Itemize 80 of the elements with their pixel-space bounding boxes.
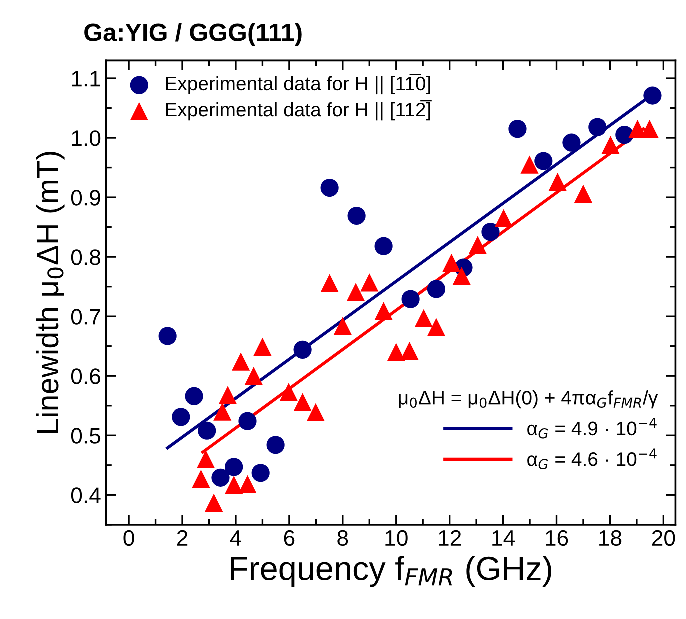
point [360, 274, 379, 292]
point [520, 156, 539, 174]
point [348, 206, 366, 226]
point [252, 464, 270, 482]
point [482, 223, 500, 242]
x-tick-label: 4 [230, 530, 242, 546]
x-tick-label: 8 [338, 530, 348, 546]
y-tick-label: 0.9 [71, 190, 100, 206]
x-tick-label: 16 [546, 530, 568, 546]
x-tick-label: 10 [386, 530, 408, 546]
chart-title: Ga:YIG / GGG(111) [84, 23, 302, 46]
point [238, 412, 257, 430]
point [387, 343, 406, 362]
point [346, 283, 366, 302]
point [400, 342, 419, 360]
point [294, 393, 312, 412]
y-tick-label: 1.1 [72, 71, 100, 87]
point [442, 254, 461, 272]
point [205, 494, 224, 512]
legend-label: α$_{G}$ = 4.9 · 10$^{−4}$ [528, 418, 657, 439]
point [254, 338, 272, 356]
point [185, 387, 204, 406]
point [218, 386, 238, 404]
point [427, 280, 446, 298]
y-tick-label: 0.7 [71, 309, 100, 325]
y-tick-label: 0.5 [71, 428, 101, 444]
point [306, 403, 325, 422]
x-tick-label: 0 [124, 530, 134, 546]
point [158, 327, 177, 346]
point [602, 136, 620, 154]
point [640, 120, 659, 138]
y-tick-label: 0.8 [71, 250, 101, 266]
y-tick-label: 0.4 [71, 488, 101, 504]
x-tick-label: 20 [652, 530, 676, 546]
point [616, 126, 634, 144]
point [402, 290, 420, 308]
point [172, 408, 190, 426]
x-tick-label: 6 [284, 530, 295, 546]
x-tick-label: 18 [600, 530, 622, 546]
point [320, 178, 339, 198]
point [534, 152, 553, 170]
point [225, 476, 244, 494]
x-tick-label: 12 [439, 530, 462, 546]
legend-label: Experimental data for H || [112̅] [166, 100, 432, 121]
point [644, 86, 662, 105]
legend-label: α$_{G}$ = 4.6 · 10$^{−4}$ [528, 448, 657, 470]
point [266, 436, 285, 454]
point [374, 237, 393, 256]
text: μ$_{0}$ΔH = μ$_{0}$ΔH(0) + 4πα$_{G}$f$_{FMR}$/γ [399, 390, 658, 409]
point [334, 317, 352, 336]
x-axis-title: Frequency f$_{FMR}$ (GHz) [231, 556, 552, 588]
point [588, 118, 607, 136]
legend-label: Experimental data for H || [11̅0] [166, 74, 430, 95]
point [548, 173, 567, 192]
y-axis-title: Linewidth μ$_{0}$ΔH (mT) [36, 152, 65, 433]
point [452, 267, 471, 286]
point [320, 274, 339, 292]
point [232, 352, 250, 371]
y-tick-label: 0.6 [71, 368, 100, 384]
point [238, 475, 257, 494]
y-tick-label: 1.0 [72, 130, 101, 146]
point [212, 468, 230, 487]
x-tick-label: 2 [177, 530, 188, 546]
point [427, 318, 446, 336]
point [562, 134, 581, 152]
point [280, 383, 298, 402]
point [494, 209, 513, 228]
point [244, 367, 263, 386]
point [574, 184, 593, 204]
point [374, 302, 393, 320]
point [468, 236, 487, 254]
point [196, 450, 216, 468]
point [225, 458, 244, 476]
point [198, 422, 216, 440]
point [192, 470, 210, 488]
point [294, 340, 312, 359]
point [508, 120, 527, 138]
point [214, 402, 232, 421]
point [414, 309, 433, 328]
x-tick-label: 14 [492, 530, 515, 546]
